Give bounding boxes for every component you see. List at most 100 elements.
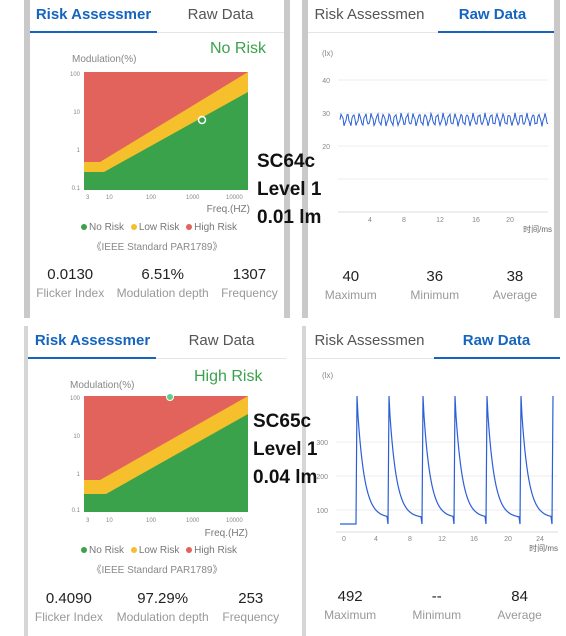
y-tick: 200 — [316, 474, 328, 481]
sample-level: Level 1 — [257, 179, 322, 200]
no-risk-dot-icon — [81, 546, 88, 553]
stat-maximum: 492 Maximum — [324, 588, 377, 622]
y-tick: 0.1 — [72, 508, 81, 514]
x-tick: 8 — [408, 536, 412, 543]
x-tick: 3 — [86, 518, 90, 524]
active-tab-indicator — [28, 357, 156, 359]
y-tick: 100 — [316, 508, 328, 515]
y-tick: 0.1 — [72, 186, 81, 192]
tab-raw-data[interactable]: Raw Data — [462, 332, 531, 349]
stat-maximum: 40 Maximum — [324, 268, 377, 302]
high-risk-dot-icon — [186, 546, 193, 553]
y-tick: 30 — [322, 111, 330, 118]
y-tick: 100 — [70, 72, 81, 78]
y-tick: 20 — [322, 144, 330, 151]
stat-flicker-index: 0.4090 Flicker Index — [34, 590, 103, 624]
standard-caption: 《IEEE Standard PAR1789》 — [91, 565, 223, 576]
stat-minimum: -- Minimum — [412, 588, 462, 622]
y-tick: 1 — [77, 148, 81, 154]
chart-legend: No Risk Low Risk High Risk — [30, 222, 284, 233]
risk-chart: Modulation(%) 100 10 1 0.1 3 10 100 1000… — [70, 380, 248, 539]
tab-raw-data[interactable]: Raw Data — [458, 6, 527, 23]
y-tick: 10 — [73, 110, 80, 116]
stats-row: 40 Maximum 36 Minimum 38 Average — [308, 268, 554, 302]
legend-label: No Risk — [89, 545, 125, 556]
sample-label-sc65c: SC65c Level 1 0.04 lm — [253, 408, 317, 492]
x-tick: 10000 — [226, 195, 243, 201]
stat-minimum: 36 Minimum — [410, 268, 460, 302]
x-tick: 10 — [106, 518, 113, 524]
risk-status: No Risk — [210, 40, 267, 57]
stat-average: 84 Average — [497, 588, 542, 622]
y-tick: 10 — [73, 434, 80, 440]
tab-risk-assessment[interactable]: Risk Assessmen — [314, 6, 425, 23]
chart-legend: No Risk Low Risk High Risk — [28, 545, 286, 556]
legend-label: Low Risk — [138, 222, 180, 233]
x-tick: 10 — [106, 195, 113, 201]
risk-panel-bottom: Risk Assessmer Raw Data High Risk Modula… — [24, 326, 286, 636]
no-risk-region — [84, 92, 248, 190]
x-tick: 16 — [472, 217, 480, 224]
risk-chart: Modulation(%) 100 10 1 0.1 3 10 100 1000… — [70, 54, 250, 215]
x-tick: 10000 — [226, 518, 243, 524]
raw-data-chart: (lx) 300 200 100 0 4 8 12 16 20 24 时间/ms — [316, 371, 558, 553]
x-tick: 1000 — [186, 195, 200, 201]
measurement-point — [166, 393, 174, 401]
x-unit: 时间/ms — [529, 543, 558, 553]
tab-risk-assessment[interactable]: Risk Assessmer — [34, 332, 151, 349]
x-tick: 12 — [438, 536, 446, 543]
x-tick: 8 — [402, 217, 406, 224]
y-tick: 40 — [322, 78, 330, 85]
tab-bar: Risk Assessmen Raw Data — [306, 326, 560, 359]
stats-row: 0.4090 Flicker Index 97.29% Modulation dep… — [28, 590, 286, 624]
legend-label: High Risk — [194, 222, 237, 233]
active-tab-indicator — [438, 31, 554, 33]
unit-label: (lx) — [322, 49, 333, 58]
legend-label: Low Risk — [138, 545, 180, 556]
sample-id: SC64c — [257, 151, 316, 172]
no-risk-region — [84, 414, 248, 512]
active-tab-indicator — [434, 357, 560, 359]
low-risk-dot-icon — [130, 223, 137, 230]
y-tick: 300 — [316, 440, 328, 447]
y-axis-label: Modulation(%) — [70, 380, 134, 391]
x-tick: 16 — [470, 536, 478, 543]
high-risk-dot-icon — [186, 223, 193, 230]
stats-row: 0.0130 Flicker Index 6.51% Modulation dept… — [30, 266, 284, 300]
low-risk-dot-icon — [130, 546, 137, 553]
x-tick: 20 — [504, 536, 512, 543]
sample-level: Level 1 — [253, 439, 318, 460]
x-tick: 3 — [86, 195, 90, 201]
stat-frequency: 253 Frequency — [222, 590, 280, 624]
x-axis-label: Freq.(HZ) — [207, 204, 250, 215]
stat-modulation-depth: 97.29% Modulation depth — [116, 590, 209, 624]
stats-row: 492 Maximum -- Minimum 84 Average — [306, 588, 560, 622]
tab-bar: Risk Assessmen Raw Data — [308, 0, 554, 33]
x-unit: 时间/ms — [523, 224, 552, 234]
risk-status: High Risk — [194, 368, 263, 385]
x-tick: 4 — [368, 217, 372, 224]
stat-frequency: 1307 Frequency — [221, 266, 278, 300]
legend-label: No Risk — [89, 222, 125, 233]
raw-data-panel-top: Risk Assessmen Raw Data (lx) 40 30 20 4 … — [302, 0, 560, 318]
measurement-point — [197, 115, 207, 125]
x-tick: 20 — [506, 217, 514, 224]
y-axis-label: Modulation(%) — [72, 54, 136, 65]
x-tick: 4 — [374, 536, 378, 543]
x-tick: 100 — [146, 518, 157, 524]
illuminance-waveform — [340, 395, 554, 525]
no-risk-dot-icon — [81, 223, 88, 230]
x-tick: 0 — [342, 536, 346, 543]
tab-raw-data[interactable]: Raw Data — [187, 6, 254, 23]
tab-bar: Risk Assessmer Raw Data — [30, 0, 284, 33]
x-tick: 1000 — [186, 518, 200, 524]
x-tick: 24 — [536, 536, 544, 543]
standard-caption: 《IEEE Standard PAR1789》 — [91, 242, 223, 253]
tab-raw-data[interactable]: Raw Data — [188, 332, 255, 349]
unit-label: (lx) — [322, 371, 333, 380]
tab-risk-assessment[interactable]: Risk Assessmen — [314, 332, 425, 349]
y-tick: 1 — [77, 472, 81, 478]
tab-risk-assessment[interactable]: Risk Assessmer — [35, 6, 152, 23]
raw-data-panel-bottom: Risk Assessmen Raw Data (lx) 300 200 100… — [302, 326, 560, 636]
sample-output: 0.01 lm — [257, 207, 322, 228]
